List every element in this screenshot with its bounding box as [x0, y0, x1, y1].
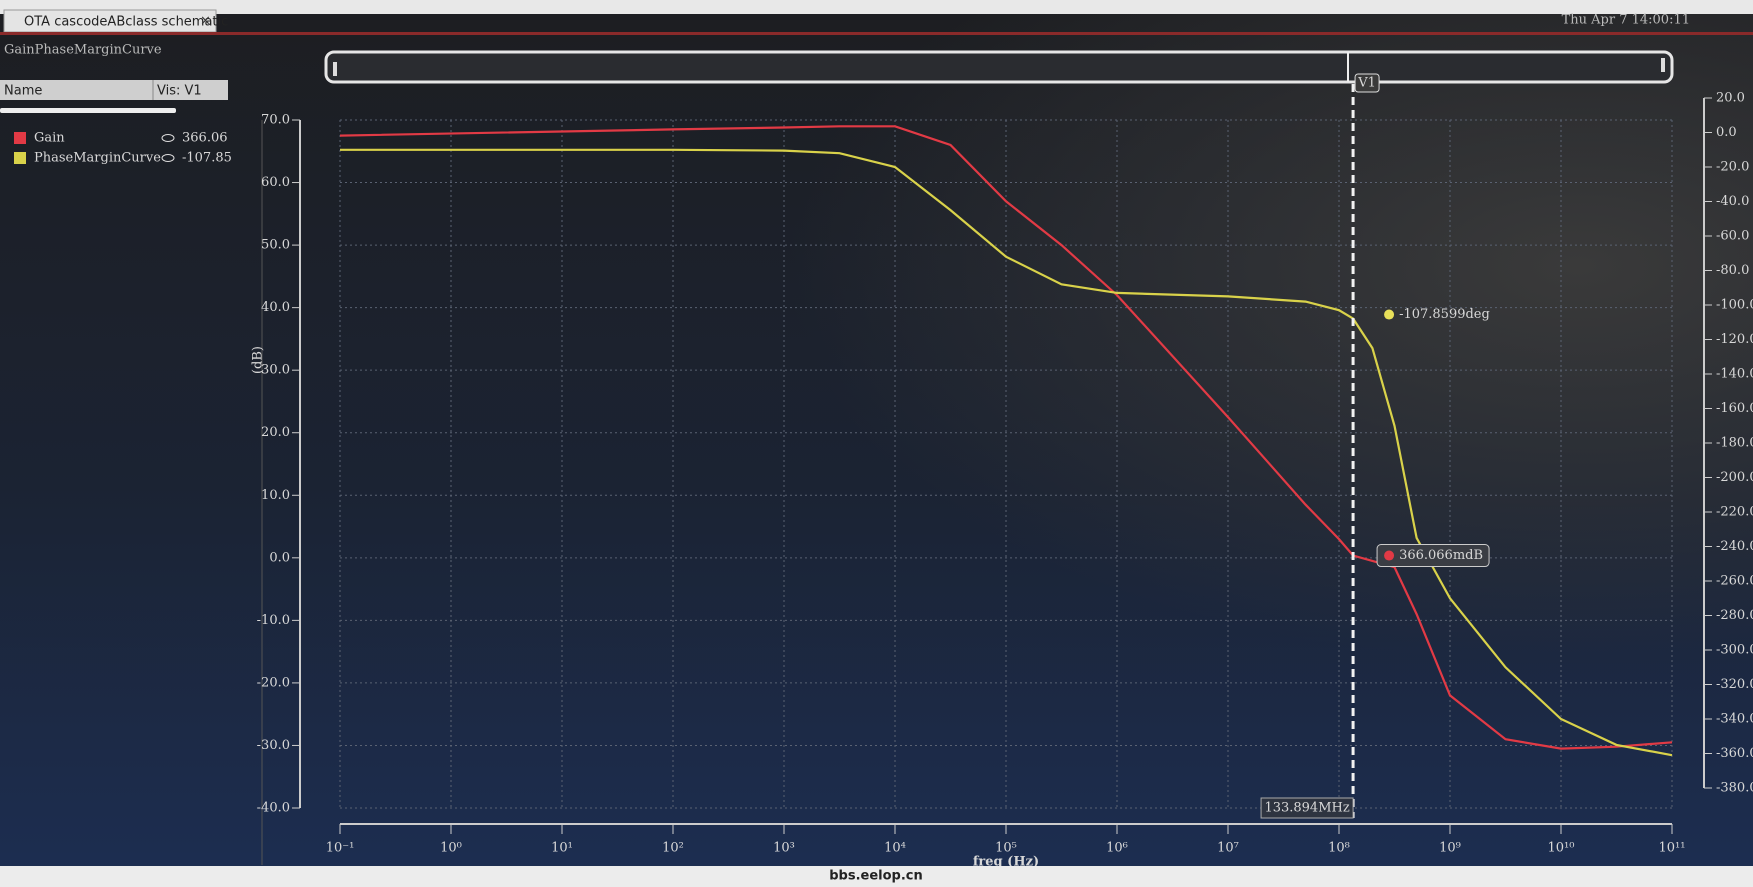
- series-line: [340, 148, 1673, 757]
- x-tick-label: 10⁷: [1217, 841, 1239, 856]
- y2-tick-label: -100.0: [1716, 298, 1753, 313]
- y2-tick-label: -120.0: [1716, 332, 1753, 347]
- y2-tick-label: -40.0: [1716, 194, 1749, 209]
- y2-tick-label: -280.0: [1716, 608, 1753, 623]
- y2-tick-label: -240.0: [1716, 539, 1753, 554]
- plot-title: GainPhaseMarginCurve: [4, 43, 162, 58]
- y-tick-label: -10.0: [257, 613, 290, 628]
- x-tick-label: 10⁻¹: [326, 841, 355, 856]
- x-tick-label: 10⁸: [1328, 841, 1350, 856]
- legend-swatch: [14, 152, 26, 164]
- y-tick-label: 10.0: [261, 488, 290, 503]
- plot: 70.0 60.0 50.0 40.0 30.0 20.0 10.0 0.0 -10.0 -20.…: [257, 73, 1753, 870]
- readout-label: -107.8599deg: [1399, 307, 1490, 322]
- x-axis-label: freq (Hz): [973, 855, 1039, 870]
- y2-tick-label: -180.0: [1716, 436, 1753, 451]
- y-tick-label: -30.0: [257, 738, 290, 753]
- y-tick-label: -20.0: [257, 675, 290, 690]
- marker-name: V1: [1357, 76, 1376, 91]
- y-tick-label: 60.0: [261, 175, 290, 190]
- x-tick-label: 10⁰: [440, 841, 462, 856]
- column-header: Vis: V1: [157, 84, 202, 99]
- menu-bar: [0, 0, 1753, 14]
- x-tick-label: 10¹⁰: [1548, 841, 1575, 856]
- y2-tick-label: -80.0: [1716, 263, 1749, 278]
- marker-x-box: [1260, 797, 1354, 819]
- y2-tick-label: 0.0: [1716, 125, 1737, 140]
- watermark: bbs.eelop.cn: [829, 869, 923, 884]
- y2-tick-label: -300.0: [1716, 643, 1753, 658]
- marker-x-label: 133.894MHz: [1264, 801, 1349, 816]
- y2-tick-label: -260.0: [1716, 574, 1753, 589]
- legend-value: -107.85: [182, 151, 232, 166]
- visibility-icon[interactable]: [161, 154, 175, 162]
- status-bar: [0, 866, 1753, 887]
- window-border: [0, 32, 1753, 35]
- marker-tag: [1354, 73, 1380, 93]
- y-tick-label: 40.0: [261, 300, 290, 315]
- y2-tick-label: -200.0: [1716, 470, 1753, 485]
- y-tick-label: 70.0: [261, 113, 290, 128]
- panel-header: [0, 80, 228, 100]
- y2-tick-label: -320.0: [1716, 677, 1753, 692]
- y-tick-label: 50.0: [261, 238, 290, 253]
- y2-tick-label: -60.0: [1716, 229, 1749, 244]
- y-tick-label: 30.0: [261, 363, 290, 378]
- tab-close[interactable]: ×: [200, 14, 211, 29]
- readout-dot: [1384, 550, 1395, 561]
- y-tick-label: -40.0: [257, 801, 290, 816]
- legend-label: PhaseMarginCurve: [34, 151, 161, 166]
- tab-title: OTA cascodeABclass schematic: [24, 15, 228, 30]
- visibility-icon[interactable]: [161, 134, 175, 142]
- clock: Thu Apr 7 14:00:11: [1562, 13, 1690, 28]
- x-tick-label: 10⁶: [1106, 841, 1128, 856]
- y2-tick-label: -160.0: [1716, 401, 1753, 416]
- overview-handle[interactable]: [333, 62, 337, 76]
- y2-tick-label: -220.0: [1716, 505, 1753, 520]
- readout-box: [1376, 544, 1490, 568]
- legend-label: Gain: [34, 131, 65, 146]
- legend-swatch: [14, 132, 26, 144]
- legend-value: 366.06: [182, 131, 228, 146]
- overview-handle[interactable]: [1661, 58, 1665, 72]
- overview-strip[interactable]: [324, 50, 1674, 84]
- y2-tick-label: -360.0: [1716, 746, 1753, 761]
- readout-dot: [1384, 309, 1395, 320]
- y-tick-label: 20.0: [261, 425, 290, 440]
- y-tick-label: 0.0: [269, 550, 290, 565]
- legend-panel: Gain 366.06 PhaseMarginCurve -107.85: [14, 131, 232, 166]
- y2-tick-label: -20.0: [1716, 160, 1749, 175]
- series-line: [339, 125, 1673, 750]
- column-header: Name: [4, 84, 42, 99]
- y2-tick-label: -380.0: [1716, 781, 1753, 796]
- readout-label: 366.066mdB: [1399, 548, 1483, 563]
- x-tick-label: 10⁴: [884, 841, 906, 856]
- y2-tick-label: -140.0: [1716, 367, 1753, 382]
- x-tick-label: 10⁵: [995, 841, 1017, 856]
- x-tick-label: 10¹¹: [1659, 841, 1686, 856]
- y-axis-label: (dB): [251, 346, 266, 374]
- y2-tick-label: 20.0: [1716, 91, 1745, 106]
- y2-tick-label: -340.0: [1716, 712, 1753, 727]
- panel-scrollbar[interactable]: [0, 108, 176, 113]
- x-tick-label: 10⁹: [1439, 841, 1461, 856]
- x-tick-label: 10¹: [551, 841, 573, 856]
- x-tick-label: 10³: [773, 841, 795, 856]
- x-tick-label: 10²: [662, 841, 684, 856]
